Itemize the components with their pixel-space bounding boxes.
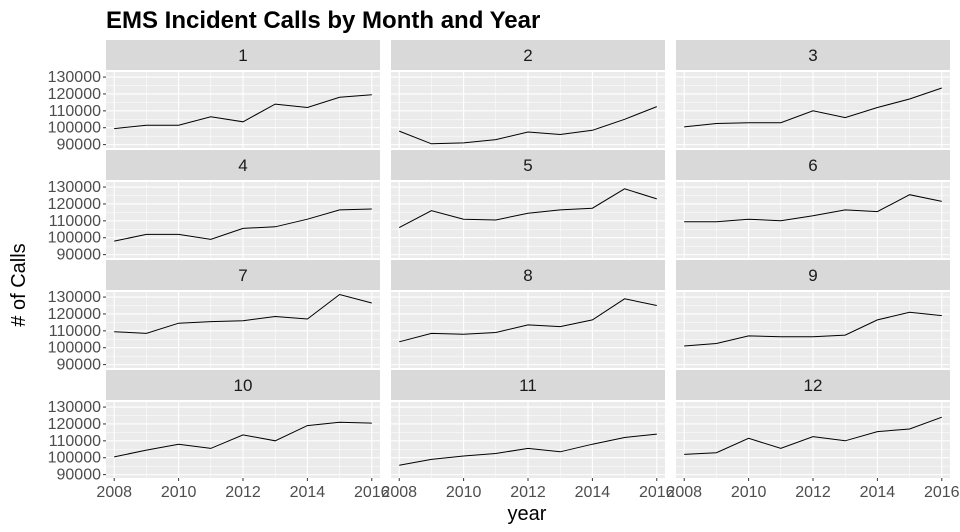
y-tick-label: 90000	[57, 357, 102, 374]
series-line-month-1	[114, 94, 372, 130]
y-tick-label: 130000	[48, 289, 101, 306]
x-axis-title: year	[508, 503, 547, 525]
y-tick-label: 90000	[57, 467, 102, 484]
facet-strip-label: 11	[519, 376, 537, 395]
x-tick-label: 2012	[795, 484, 831, 501]
facet-strip-label: 6	[808, 156, 817, 175]
series-line-month-8	[399, 298, 657, 343]
facet-strip	[391, 40, 665, 70]
facet-strip-label: 7	[238, 266, 247, 285]
chart-title: EMS Incident Calls by Month and Year	[106, 7, 540, 34]
x-tick-label: 2010	[731, 484, 767, 501]
series-line-month-3	[684, 87, 942, 128]
x-tick-label: 2012	[510, 484, 546, 501]
y-tick-label: 90000	[57, 137, 102, 154]
facet-panel-9: 9	[676, 260, 950, 368]
facet-strip	[676, 150, 950, 180]
facet-strip-label: 12	[804, 376, 823, 395]
y-tick-label: 120000	[48, 196, 101, 213]
series-line-month-4	[114, 208, 372, 242]
facet-strip-label: 5	[523, 156, 532, 175]
facet-strip-label: 2	[523, 46, 532, 65]
x-tick-label: 2012	[225, 484, 261, 501]
facet-panel-11: 11 2008 2010 2012 2014 2016	[381, 370, 675, 501]
x-tick-label: 2010	[446, 484, 482, 501]
facet-strip	[676, 370, 950, 400]
facet-strip	[106, 260, 380, 290]
facet-strip-label: 4	[238, 156, 247, 175]
facet-panel-6: 6	[676, 150, 950, 258]
series-line-month-5	[398, 188, 657, 229]
y-tick-label: 90000	[57, 247, 102, 264]
y-tick-label: 100000	[48, 120, 101, 137]
series-line-month-6	[684, 194, 942, 223]
facet-strip	[676, 40, 950, 70]
series-line-month-10	[114, 421, 372, 458]
x-tick-label: 2016	[924, 484, 960, 501]
y-tick-label: 130000	[48, 69, 101, 86]
x-tick-label: 2014	[290, 484, 326, 501]
series-line-month-12	[684, 416, 942, 455]
facet-strip	[106, 370, 380, 400]
facet-strip	[391, 370, 665, 400]
series-line-month-2	[399, 106, 657, 145]
facet-panel-3: 3	[676, 40, 950, 148]
facet-strip	[676, 260, 950, 290]
facet-strip-label: 3	[808, 46, 817, 65]
y-tick-label: 120000	[48, 306, 101, 323]
facet-panel-12: 12 2008 2010 2012 2014 2016	[666, 370, 960, 501]
x-tick-label: 2008	[381, 484, 417, 501]
x-tick-label: 2014	[860, 484, 896, 501]
facet-strip-label: 1	[238, 46, 247, 65]
x-tick-label: 2014	[575, 484, 611, 501]
facet-strip	[391, 260, 665, 290]
facet-strip-label: 9	[808, 266, 817, 285]
y-tick-label: 120000	[48, 86, 101, 103]
facet-strip-label: 8	[523, 266, 532, 285]
x-tick-label: 2008	[96, 484, 132, 501]
y-tick-label: 100000	[48, 340, 101, 357]
facet-strip-label: 10	[234, 376, 253, 395]
y-tick-label: 110000	[49, 213, 101, 230]
y-tick-label: 110000	[49, 433, 101, 450]
facet-panel-8: 8	[391, 260, 665, 368]
x-tick-label: 2016	[639, 484, 675, 501]
series-line-month-7	[114, 293, 372, 334]
y-axis-title: # of Calls	[8, 243, 30, 326]
facet-strip	[391, 150, 665, 180]
series-line-month-11	[399, 433, 657, 466]
facet-strip	[106, 150, 380, 180]
y-tick-label: 110000	[49, 103, 101, 120]
y-tick-label: 130000	[48, 399, 101, 416]
y-tick-label: 130000	[48, 179, 101, 196]
facet-strip	[106, 40, 380, 70]
series-line-month-9	[684, 311, 942, 347]
facet-panel-2: 2	[391, 40, 665, 148]
y-tick-label: 100000	[48, 230, 101, 247]
x-tick-label: 2016	[354, 484, 390, 501]
x-tick-label: 2010	[161, 484, 197, 501]
y-tick-label: 120000	[48, 416, 101, 433]
y-tick-label: 110000	[49, 323, 101, 340]
facet-panel-5: 5	[391, 150, 665, 258]
y-tick-label: 100000	[48, 450, 101, 467]
x-tick-label: 2008	[666, 484, 702, 501]
